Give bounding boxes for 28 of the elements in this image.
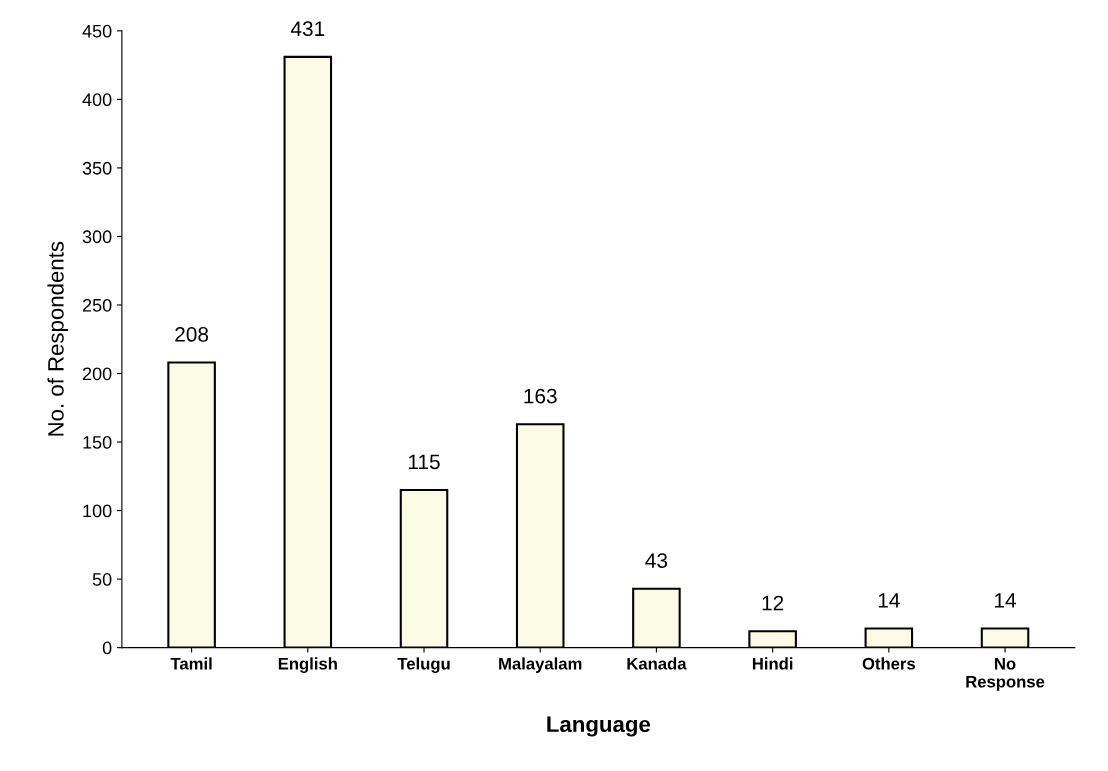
y-tick-label: 0 [102,641,112,655]
x-tick-label: Malayalam [499,657,582,673]
x-tick-label: No Response [966,657,1045,691]
y-tick-label: 100 [83,504,112,518]
x-tick-label: Telugu [397,657,450,673]
x-tick-label: Tamil [170,657,212,670]
x-tick-label: Kanada [627,657,687,670]
x-tick-label: English [278,657,337,673]
data-label: 115 [408,454,440,470]
y-tick-label: 300 [82,230,112,244]
y-tick-label: 200 [82,367,112,381]
data-label: 43 [645,553,668,568]
y-tick-label: 450 [82,24,112,38]
data-label: 208 [175,327,209,342]
data-label: 12 [762,595,784,611]
data-label: 14 [878,593,900,608]
x-tick-label: Hindi [752,657,793,670]
y-tick-label: 50 [92,573,112,586]
data-label: 163 [524,388,557,404]
y-tick-label: 250 [82,298,112,312]
y-tick-label: 350 [82,161,112,175]
y-axis-title: No. of Respondents [47,241,69,436]
data-label: 14 [995,593,1017,608]
y-tick-label: 400 [82,93,112,107]
x-axis-title: Language [547,716,651,737]
data-label: 431 [290,21,325,37]
x-tick-label: Others [862,657,916,670]
y-tick-label: 150 [83,435,112,449]
